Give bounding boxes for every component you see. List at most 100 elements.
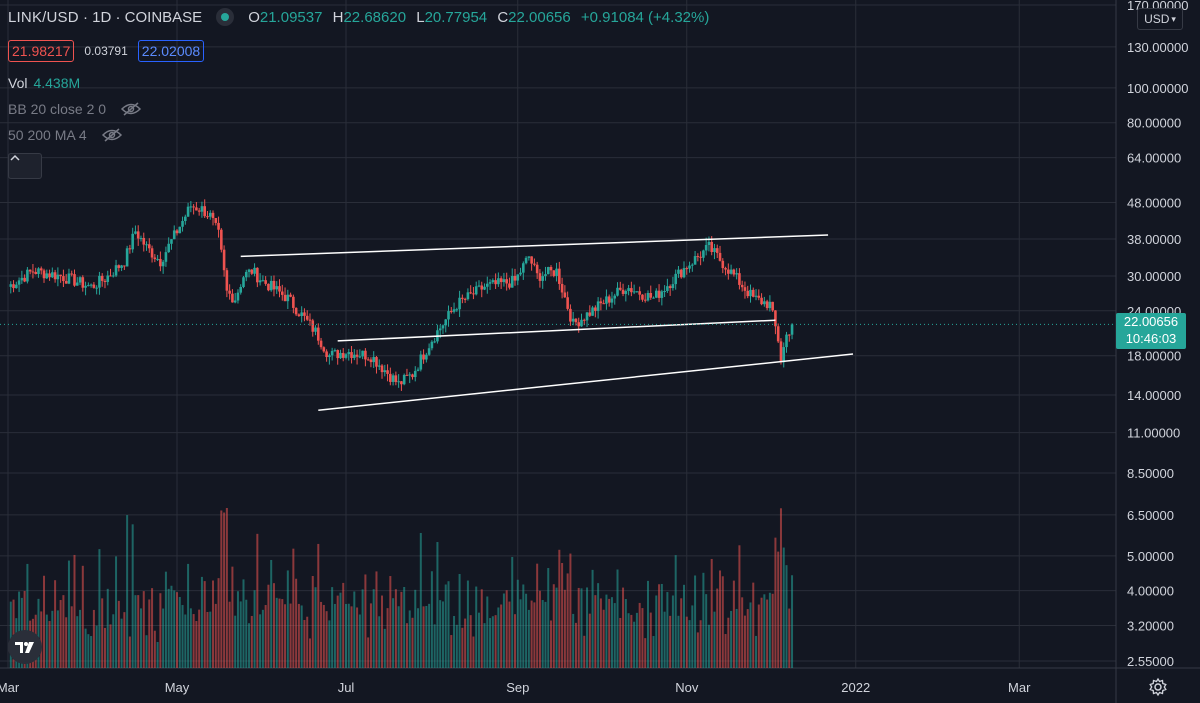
- volume-bar: [791, 575, 794, 668]
- candle-body: [294, 307, 298, 315]
- volume-bar: [322, 604, 325, 668]
- candle-body: [103, 280, 107, 282]
- candle-body: [383, 370, 387, 373]
- candle-body: [596, 301, 600, 311]
- candle-body: [502, 279, 506, 283]
- indicator-ma[interactable]: 50 200 MA 4: [8, 127, 123, 143]
- tradingview-logo[interactable]: [8, 630, 42, 664]
- interval[interactable]: 1D: [92, 8, 112, 26]
- volume-bar: [200, 576, 203, 668]
- candle-body: [408, 374, 412, 376]
- volume-bar: [90, 636, 93, 668]
- volume-bar: [84, 628, 87, 668]
- change-value: +0.91084 (+4.32%): [580, 8, 710, 26]
- candle-body: [253, 267, 256, 274]
- candle-body: [571, 318, 575, 322]
- collapse-legend-button[interactable]: [8, 153, 42, 179]
- volume-bar: [336, 595, 339, 668]
- candle-body: [233, 300, 237, 303]
- candle-body: [78, 277, 82, 283]
- volume-bar: [741, 597, 744, 668]
- candle-body: [724, 268, 727, 270]
- candle-body: [136, 231, 140, 239]
- candle-body: [228, 290, 231, 294]
- quote-row: 21.98217 0.03791 22.02008: [8, 40, 205, 62]
- sell-price-button[interactable]: 21.98217: [8, 40, 75, 62]
- volume-bar: [561, 563, 564, 668]
- volume-bar: [192, 614, 195, 668]
- gear-icon[interactable]: [1148, 677, 1168, 697]
- indicator-bollinger[interactable]: BB 20 close 2 0: [8, 101, 142, 117]
- volume-bar: [101, 598, 104, 668]
- volume-bar: [624, 598, 627, 668]
- price-axis-label: 8.50000: [1127, 466, 1174, 481]
- candle-body: [336, 350, 339, 359]
- candle-body: [419, 354, 423, 370]
- volume-bar: [616, 569, 619, 668]
- candle-body: [727, 269, 730, 274]
- volume-bar: [103, 627, 106, 668]
- candle-body: [591, 307, 594, 316]
- candle-body: [400, 381, 403, 385]
- candle-body: [702, 250, 705, 258]
- volume-bar: [181, 605, 184, 668]
- eye-off-icon[interactable]: [101, 128, 123, 142]
- volume-bar: [763, 594, 766, 668]
- symbol-name[interactable]: LINK/USD: [8, 8, 79, 26]
- eye-off-icon[interactable]: [120, 102, 142, 116]
- candle-body: [666, 286, 669, 291]
- volume-bar: [284, 604, 287, 668]
- volume-bar: [660, 583, 663, 668]
- low-key: L: [416, 8, 425, 26]
- candle-body: [200, 206, 204, 212]
- candle-body: [153, 257, 157, 260]
- symbol-legend: LINK/USD · 1D · COINBASE O21.09537 H22.6…: [8, 8, 715, 26]
- volume-bar: [694, 575, 697, 668]
- volume-bar: [270, 559, 273, 668]
- candle-body: [131, 233, 134, 250]
- volume-bar: [234, 615, 237, 668]
- trend-line[interactable]: [318, 353, 854, 411]
- volume-bar: [674, 555, 677, 668]
- candle-body: [62, 276, 65, 282]
- candle-body: [51, 272, 54, 278]
- volume-bar: [289, 603, 292, 668]
- volume-bar: [394, 589, 397, 668]
- candle-body: [505, 279, 508, 284]
- volume-bar: [669, 615, 672, 668]
- candle-body: [375, 357, 378, 367]
- volume-bar: [583, 635, 586, 668]
- bar-countdown: 10:46:03: [1125, 331, 1177, 346]
- low-value: 20.77954: [424, 8, 488, 26]
- trend-line[interactable]: [240, 234, 829, 258]
- candle-body: [718, 252, 722, 261]
- candle-body: [713, 248, 716, 253]
- candle-body: [790, 324, 794, 335]
- volume-bar: [469, 615, 472, 668]
- buy-price-button[interactable]: 22.02008: [137, 40, 205, 62]
- candle-body: [641, 294, 644, 300]
- volume-bar: [189, 608, 192, 668]
- volume-label: Vol: [8, 75, 28, 91]
- volume-bar: [117, 600, 120, 668]
- volume-bar: [652, 636, 655, 668]
- volume-bar: [569, 553, 572, 668]
- volume-bar: [646, 580, 649, 668]
- candle-body: [516, 274, 520, 281]
- currency-select[interactable]: USD ▾: [1137, 8, 1183, 30]
- legend-sep: ·: [111, 8, 125, 26]
- volume-bar: [511, 556, 514, 668]
- volume-bar: [98, 549, 101, 668]
- close-key: C: [497, 8, 509, 26]
- time-axis-label: Nov: [675, 680, 699, 695]
- candle-body: [729, 269, 733, 274]
- indicator-volume[interactable]: Vol 4.438M: [8, 75, 80, 91]
- candle-body: [156, 258, 159, 260]
- volume-bar: [494, 615, 497, 668]
- volume-bar: [54, 580, 57, 668]
- trend-line[interactable]: [337, 319, 776, 342]
- volume-bar: [76, 616, 79, 668]
- price-axis-label: 100.00000: [1127, 81, 1188, 96]
